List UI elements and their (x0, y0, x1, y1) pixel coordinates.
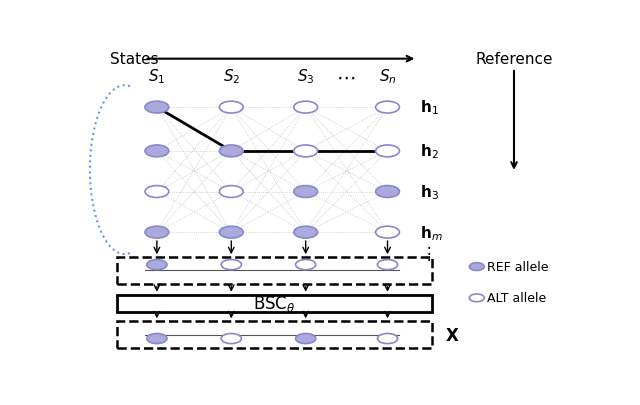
Ellipse shape (147, 334, 167, 344)
Text: $\vdots$: $\vdots$ (420, 243, 431, 262)
Text: $S_3$: $S_3$ (297, 67, 314, 86)
Ellipse shape (221, 260, 241, 270)
Text: $\mathbf{X}$: $\mathbf{X}$ (445, 326, 459, 344)
Ellipse shape (220, 145, 243, 158)
Ellipse shape (296, 260, 316, 270)
Text: $\mathbf{h}_3$: $\mathbf{h}_3$ (420, 183, 438, 201)
Text: ALT allele: ALT allele (487, 292, 547, 305)
Text: $\mathbf{h}_m$: $\mathbf{h}_m$ (420, 223, 442, 242)
FancyBboxPatch shape (117, 258, 432, 284)
Ellipse shape (296, 334, 316, 344)
Ellipse shape (376, 145, 399, 158)
Text: $S_n$: $S_n$ (379, 67, 396, 86)
Ellipse shape (220, 102, 243, 114)
Text: $S_1$: $S_1$ (148, 67, 166, 86)
Text: $S_2$: $S_2$ (223, 67, 240, 86)
Text: Reference: Reference (476, 52, 553, 67)
Ellipse shape (378, 260, 397, 270)
Text: States: States (110, 52, 158, 67)
Ellipse shape (376, 186, 399, 198)
Ellipse shape (294, 145, 317, 158)
Ellipse shape (221, 334, 241, 344)
FancyBboxPatch shape (117, 295, 432, 312)
FancyBboxPatch shape (117, 322, 432, 348)
Ellipse shape (376, 227, 399, 239)
Ellipse shape (220, 227, 243, 239)
Text: $\cdots$: $\cdots$ (336, 67, 355, 86)
Ellipse shape (220, 186, 243, 198)
Ellipse shape (294, 186, 317, 198)
Ellipse shape (376, 102, 399, 114)
Ellipse shape (294, 227, 317, 239)
Ellipse shape (469, 294, 484, 302)
Ellipse shape (378, 334, 397, 344)
Ellipse shape (145, 102, 169, 114)
Text: REF allele: REF allele (487, 260, 548, 273)
Text: $\mathbf{h}_2$: $\mathbf{h}_2$ (420, 142, 438, 161)
Ellipse shape (145, 186, 169, 198)
Ellipse shape (294, 102, 317, 114)
Text: $\mathbf{h}_1$: $\mathbf{h}_1$ (420, 98, 438, 117)
Text: $\mathrm{BSC}_\theta$: $\mathrm{BSC}_\theta$ (253, 294, 296, 313)
Ellipse shape (469, 263, 484, 271)
Ellipse shape (147, 260, 167, 270)
Ellipse shape (145, 145, 169, 158)
Ellipse shape (145, 227, 169, 239)
